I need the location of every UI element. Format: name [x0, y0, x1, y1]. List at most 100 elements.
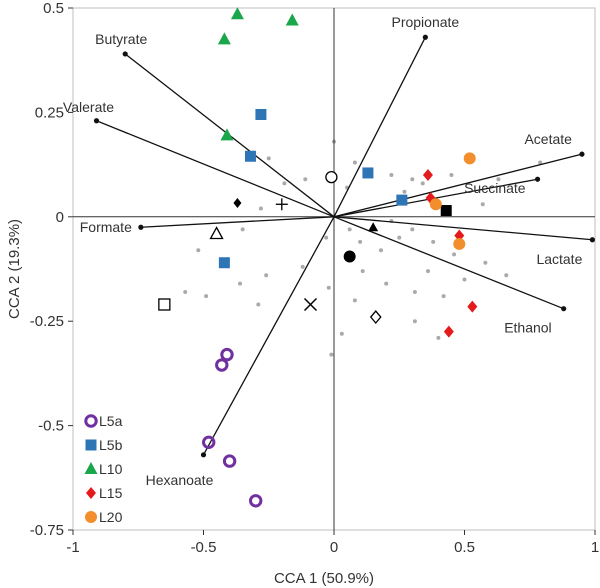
arrow-hexanoate [202, 216, 335, 456]
background-point [402, 189, 407, 194]
point-black-square [440, 205, 452, 217]
point-black-triangle [368, 222, 379, 232]
background-point [360, 269, 365, 274]
background-point [196, 248, 201, 253]
point-l10 [230, 7, 244, 20]
background-point [436, 335, 441, 340]
background-point [358, 239, 363, 244]
variable-label-butyrate: Butyrate [95, 31, 147, 47]
background-point [441, 294, 446, 299]
background-point [240, 227, 245, 232]
legend-label-l10: L10 [99, 461, 123, 477]
background-point [410, 177, 415, 182]
arrow-formate [140, 216, 335, 228]
arrow-lactate [333, 216, 593, 241]
background-point [347, 227, 352, 232]
point-open-triangle [209, 226, 224, 240]
variable-arrows-layer: Propionate Butyrate Valerate Acetate Succina… [63, 14, 595, 488]
background-point [238, 281, 243, 286]
background-point [462, 277, 467, 282]
background-point [452, 252, 457, 257]
variable-label-valerate: Valerate [63, 99, 114, 115]
legend-marker-l15 [86, 487, 96, 499]
axes-layer: -1 -0.5 0 0.5 1 0.5 0.25 0 -0.25 -0.5 -0.75 [30, 0, 599, 556]
y-axis-title: CCA 2 (19.3%) [6, 219, 23, 319]
variable-label-formate: Formate [80, 219, 132, 235]
arrow-tip [534, 176, 541, 182]
background-point [378, 248, 383, 253]
point-l5b [396, 194, 408, 206]
background-point [410, 227, 415, 232]
y-tick-label: 0 [56, 209, 64, 226]
x-tick-label: -0.5 [191, 539, 217, 556]
x-tick-label: 1 [591, 539, 599, 556]
background-point [258, 206, 263, 211]
point-l20 [463, 152, 476, 165]
background-point [256, 302, 261, 307]
point-l5a [215, 358, 229, 372]
y-tick-label: 0.5 [43, 0, 64, 17]
legend-label-l15: L15 [99, 485, 123, 501]
arrow-succinate [333, 178, 538, 218]
x-stroke-2 [303, 297, 318, 312]
x-axis-title: CCA 1 (50.9%) [274, 570, 374, 587]
variable-label-acetate: Acetate [524, 131, 572, 147]
arrow-tip [561, 306, 567, 312]
arrow-tip [589, 237, 595, 243]
arrow-tip [200, 452, 207, 458]
variable-label-hexanoate: Hexanoate [146, 472, 214, 488]
background-point [384, 281, 389, 286]
variable-label-ethanol: Ethanol [504, 320, 551, 336]
background-point [183, 289, 188, 294]
background-point [303, 177, 308, 182]
point-plus [275, 198, 288, 211]
background-point [266, 156, 271, 161]
background-point [449, 173, 454, 178]
background-points-layer [183, 139, 543, 357]
point-l5b [255, 108, 267, 120]
legend-marker-l10 [84, 462, 98, 474]
background-point [300, 264, 305, 269]
point-l5b [218, 257, 230, 269]
background-point [538, 160, 543, 165]
arrow-ethanol [333, 216, 564, 310]
legend-marker-l5a [84, 414, 98, 428]
legend-marker-l5b [85, 439, 97, 451]
point-l20 [429, 198, 442, 211]
background-point [397, 235, 402, 240]
background-point [420, 181, 425, 186]
point-open-diamond [369, 310, 382, 325]
point-black-circle [343, 250, 356, 263]
legend: L5a L5b L10 L15 L20 [84, 413, 123, 525]
point-black-diamond [233, 198, 242, 209]
series-points-layer [202, 7, 478, 508]
arrow-tip [93, 118, 100, 124]
background-point [264, 273, 269, 278]
point-l15 [467, 300, 478, 313]
arrow-tip [422, 34, 428, 40]
arrow-valerate [96, 120, 335, 218]
point-l5b [362, 167, 374, 179]
background-point [339, 331, 344, 336]
background-point [324, 235, 329, 240]
point-l5a [222, 454, 237, 468]
y-tick-label: -0.5 [38, 418, 64, 435]
background-point [412, 319, 417, 324]
background-point [480, 202, 485, 207]
background-point [483, 260, 488, 265]
point-l5a [202, 435, 216, 450]
background-point [389, 173, 394, 178]
arrow-acetate [333, 153, 583, 218]
point-open-square [158, 298, 171, 311]
point-l5a [220, 347, 234, 362]
arrow-tip [122, 51, 128, 57]
arrow-tip [579, 151, 585, 157]
background-point [431, 239, 436, 244]
other-points-layer [158, 170, 452, 325]
variable-label-propionate: Propionate [391, 14, 459, 30]
y-tick-label: -0.75 [30, 522, 64, 539]
variable-label-lactate: Lactate [536, 251, 582, 267]
point-l10 [285, 13, 299, 26]
legend-label-l5a: L5a [99, 413, 123, 429]
